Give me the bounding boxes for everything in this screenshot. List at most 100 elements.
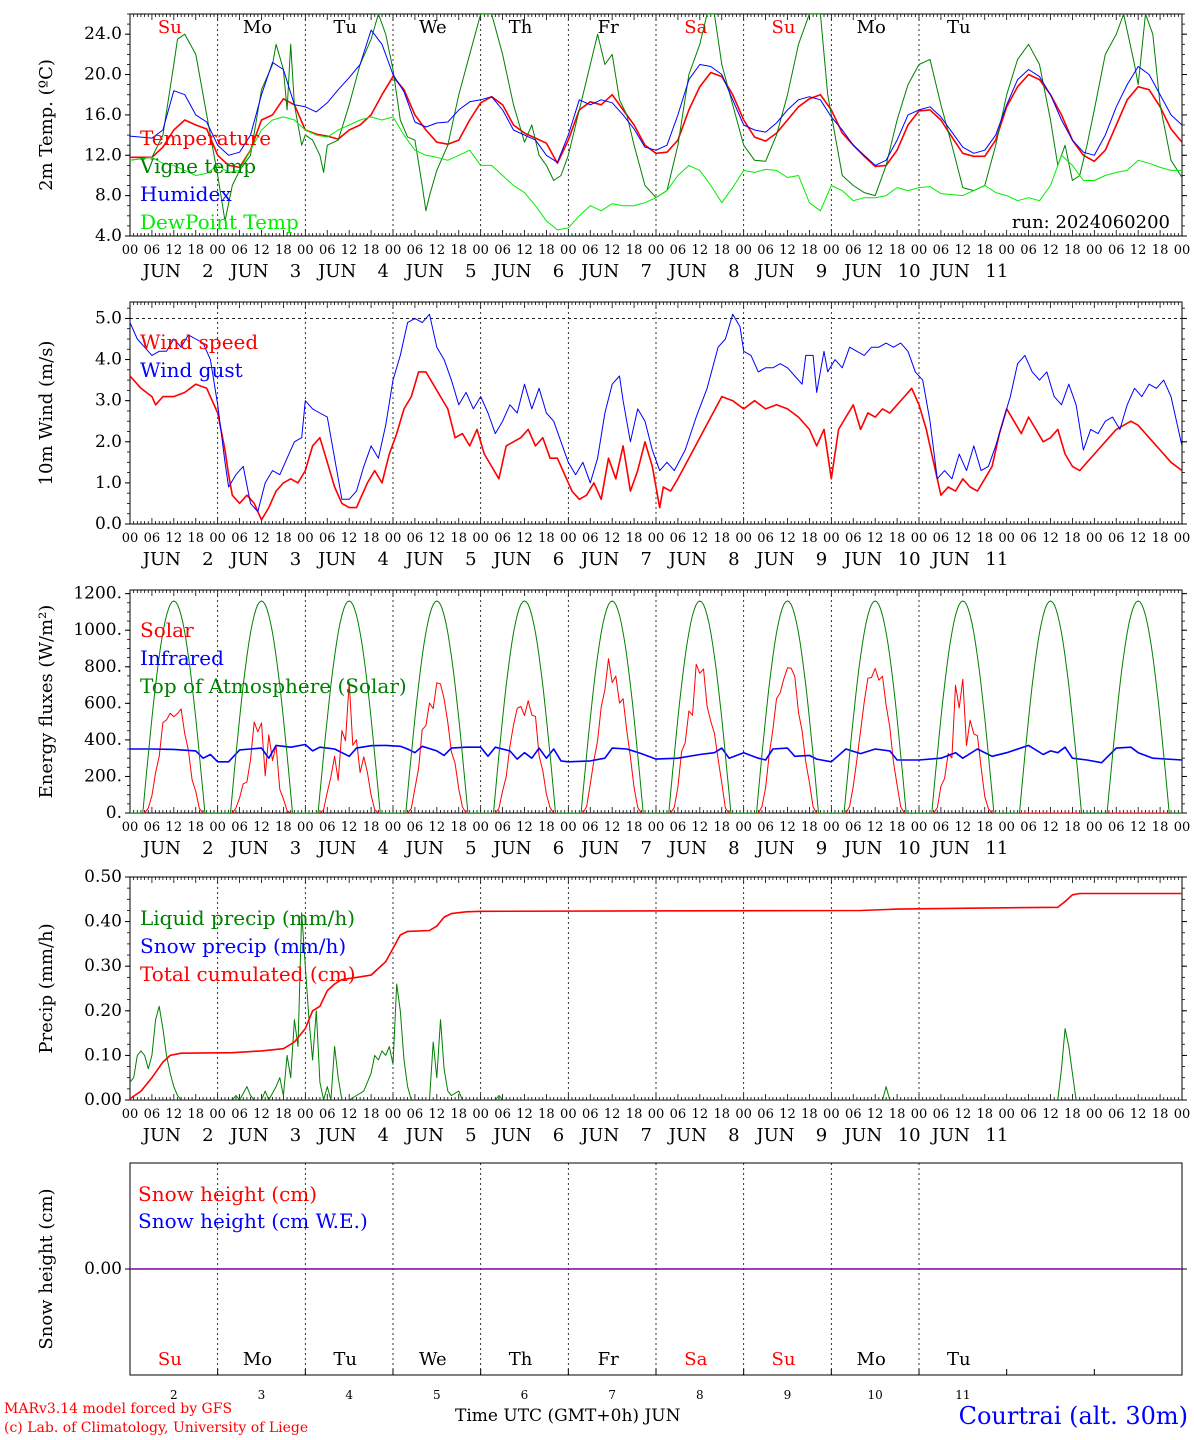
x-date-number: 4 — [345, 1388, 353, 1402]
y-axis-label: 2m Temp. (ºC) — [36, 59, 57, 191]
x-hour-label: 00 — [209, 243, 226, 258]
x-hour-label: 12 — [779, 1107, 796, 1122]
x-hour-label: 06 — [407, 1107, 424, 1122]
x-hour-label: 12 — [429, 531, 446, 546]
x-hour-label: 00 — [209, 1107, 226, 1122]
y-tick-label: 0.00 — [84, 1259, 122, 1279]
x-hour-label: 00 — [648, 820, 665, 835]
x-hour-label: 18 — [889, 531, 906, 546]
x-month-label: JUN — [579, 838, 619, 859]
panel-temp: 4.0 8.0 12.0 16.0 20.0 24.0 2m Temp. (ºC) 00 06 1… — [36, 13, 1191, 282]
x-hour-label: 18 — [976, 1107, 993, 1122]
weekday-label: Sa — [684, 17, 707, 38]
x-hour-label: 00 — [823, 243, 840, 258]
weekday-label: Mo — [857, 1349, 886, 1370]
x-date-number: 7 — [608, 1388, 616, 1402]
legend-entry: Liquid precip (mm/h) — [140, 906, 355, 930]
x-hour-label: 18 — [1152, 1107, 1169, 1122]
x-hour-label: 00 — [823, 1107, 840, 1122]
x-hour-label: 06 — [144, 1107, 161, 1122]
x-hour-label: 06 — [494, 1107, 511, 1122]
x-hour-label: 00 — [648, 243, 665, 258]
x-month-label: JUN — [930, 261, 970, 282]
x-hour-label: 18 — [538, 243, 555, 258]
x-hour-label: 12 — [166, 531, 183, 546]
legend-entry: Temperature — [140, 126, 271, 150]
x-hour-label: 06 — [1020, 531, 1037, 546]
x-hour-label: 06 — [494, 820, 511, 835]
x-date-label: 10 — [898, 549, 921, 570]
x-month-label: JUN — [842, 549, 882, 570]
legend-entry: Top of Atmosphere (Solar) — [140, 674, 407, 698]
x-month-label: JUN — [491, 261, 531, 282]
y-tick-label: 0.40 — [84, 912, 122, 932]
x-hour-label: 12 — [867, 531, 884, 546]
x-hour-label: 00 — [735, 243, 752, 258]
x-hour-label: 12 — [166, 243, 183, 258]
x-hour-label: 12 — [341, 531, 358, 546]
x-date-number: 6 — [521, 1388, 529, 1402]
weekday-label: Th — [509, 17, 533, 38]
x-hour-label: 12 — [341, 243, 358, 258]
x-hour-label: 12 — [955, 1107, 972, 1122]
x-hour-label: 12 — [1042, 820, 1059, 835]
x-month-label: JUN — [404, 549, 444, 570]
x-hour-label: 00 — [1086, 531, 1103, 546]
x-hour-label: 12 — [604, 531, 621, 546]
x-date-label: 9 — [816, 838, 827, 859]
x-hour-label: 18 — [275, 243, 292, 258]
x-hour-label: 00 — [472, 243, 489, 258]
weekday-label: Fr — [598, 1349, 619, 1370]
x-date-label: 4 — [377, 1125, 388, 1146]
x-hour-label: 06 — [1108, 243, 1125, 258]
x-hour-label: 18 — [450, 243, 467, 258]
x-date-label: 10 — [898, 838, 921, 859]
x-hour-label: 12 — [166, 820, 183, 835]
x-hour-label: 06 — [1020, 1107, 1037, 1122]
x-hour-label: 18 — [363, 1107, 380, 1122]
x-date-label: 10 — [898, 261, 921, 282]
x-month-label: JUN — [842, 261, 882, 282]
x-hour-label: 18 — [801, 820, 818, 835]
x-hour-label: 18 — [713, 820, 730, 835]
x-hour-label: 00 — [122, 531, 139, 546]
x-hour-label: 00 — [560, 1107, 577, 1122]
x-date-label: 3 — [290, 838, 301, 859]
x-month-label: JUN — [754, 549, 794, 570]
x-hour-label: 06 — [407, 531, 424, 546]
x-hour-label: 18 — [1152, 243, 1169, 258]
weekday-label: Tu — [947, 17, 971, 38]
weekday-label: Tu — [333, 17, 357, 38]
x-date-number: 9 — [784, 1388, 792, 1402]
series-dewpoint-temp — [130, 116, 1182, 231]
x-hour-label: 00 — [735, 820, 752, 835]
x-hour-label: 06 — [582, 820, 599, 835]
x-hour-label: 06 — [670, 1107, 687, 1122]
x-month-label: JUN — [228, 549, 268, 570]
x-hour-label: 00 — [1086, 1107, 1103, 1122]
x-hour-label: 18 — [976, 820, 993, 835]
legend-entry: Vigne temp — [139, 154, 256, 178]
x-hour-label: 06 — [144, 243, 161, 258]
x-date-label: 3 — [290, 549, 301, 570]
x-date-label: 2 — [202, 549, 213, 570]
x-hour-label: 00 — [735, 1107, 752, 1122]
x-date-label: 9 — [816, 1125, 827, 1146]
y-tick-label: 20.0 — [84, 65, 122, 85]
x-hour-label: 12 — [253, 531, 270, 546]
x-hour-label: 06 — [582, 531, 599, 546]
y-tick-label: 600. — [84, 693, 122, 713]
legend-entry: Infrared — [140, 646, 224, 670]
x-hour-label: 00 — [1174, 243, 1191, 258]
x-hour-label: 12 — [516, 820, 533, 835]
x-date-number: 3 — [258, 1388, 266, 1402]
x-date-label: 5 — [465, 261, 476, 282]
y-tick-label: 200. — [84, 766, 122, 786]
x-date-label: 8 — [728, 261, 739, 282]
x-hour-label: 12 — [1130, 1107, 1147, 1122]
x-date-label: 5 — [465, 1125, 476, 1146]
x-hour-label: 06 — [231, 531, 248, 546]
weekday-label: We — [419, 1349, 447, 1370]
